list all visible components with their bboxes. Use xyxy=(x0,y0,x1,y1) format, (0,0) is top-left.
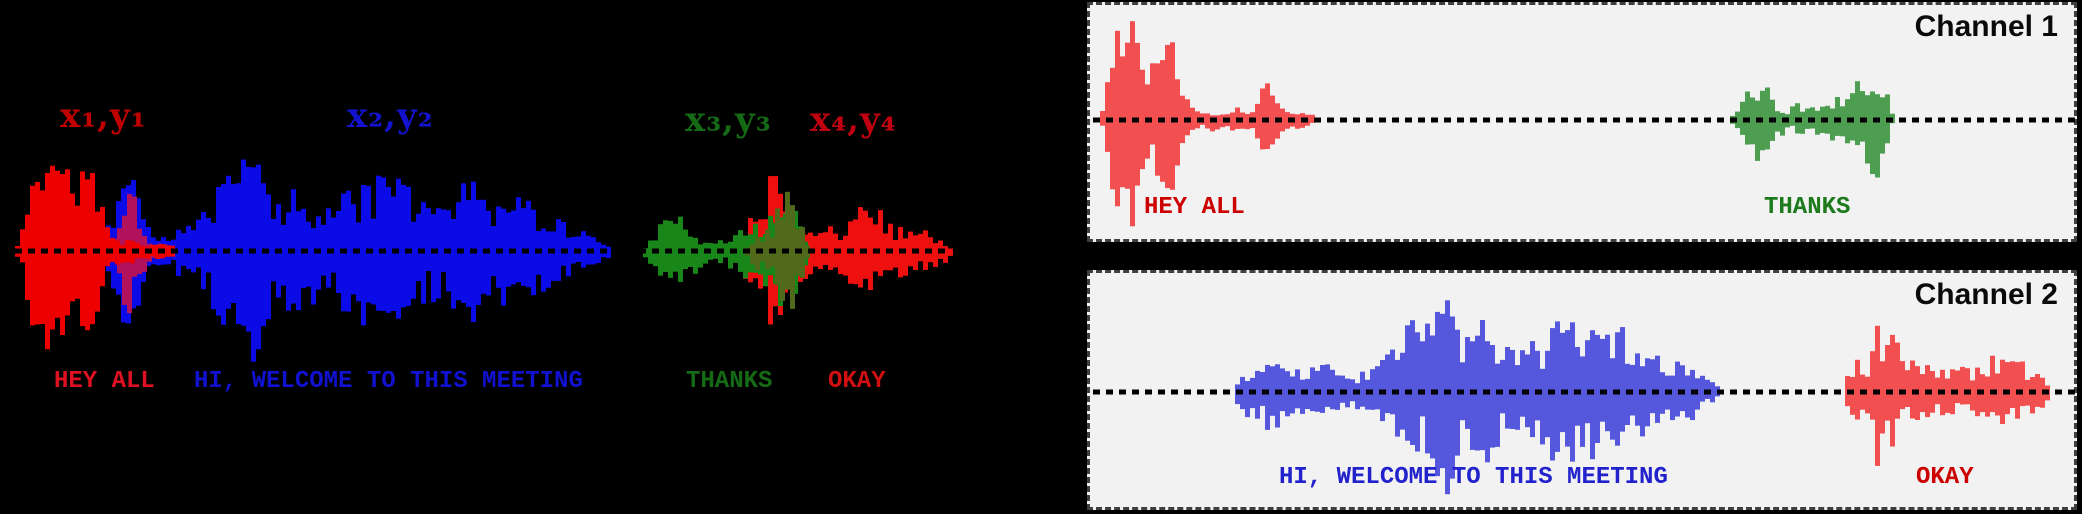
transcript-hi-welcome-channel2: HI, WELCOME TO THIS MEETING xyxy=(1279,464,1668,491)
speaker-label-x3y3: x₃,y₃ xyxy=(685,100,772,140)
speaker-label-x2y2: x₂,y₂ xyxy=(347,96,434,136)
transcript-thanks-left: THANKS xyxy=(686,368,773,395)
transcript-okay-channel2: OKAY xyxy=(1916,464,1974,491)
transcript-hey-all-channel1: HEY ALL xyxy=(1144,194,1245,221)
transcript-hey-all-left: HEY ALL xyxy=(54,368,155,395)
channel-2-title: Channel 2 xyxy=(1914,278,2058,311)
speaker-label-x1y1: x₁,y₁ xyxy=(60,96,147,136)
transcript-okay-left: OKAY xyxy=(828,368,886,395)
transcript-thanks-channel1: THANKS xyxy=(1764,194,1851,221)
channel-1-title: Channel 1 xyxy=(1914,10,2058,43)
transcript-hi-welcome-left: HI, WELCOME TO THIS MEETING xyxy=(194,368,583,395)
speaker-label-x4y4: x₄,y₄ xyxy=(810,100,897,140)
